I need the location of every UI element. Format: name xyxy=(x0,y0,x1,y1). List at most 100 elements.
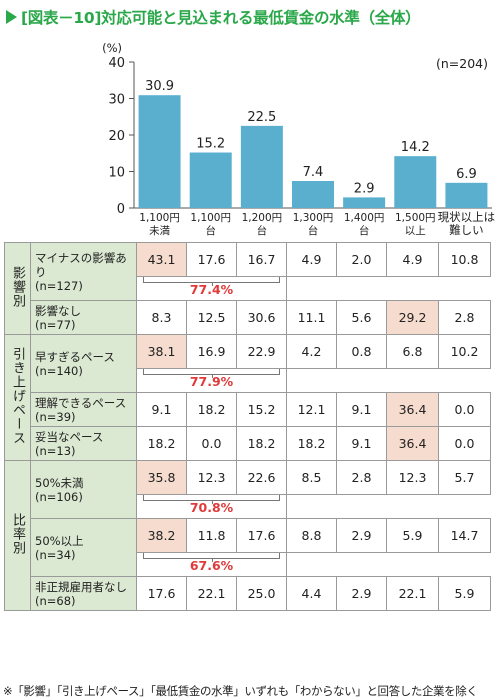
bar-value-label: 22.5 xyxy=(247,110,276,125)
x-tick-label: 台 xyxy=(308,224,319,237)
row-label-n: (n=34) xyxy=(35,547,76,562)
table-cell: 38.1 xyxy=(136,334,187,369)
cumulative-percent: 67.6% xyxy=(189,558,234,573)
row-label-name: 非正規雇用者なし xyxy=(35,579,127,594)
cumulative-row: 77.9% xyxy=(5,368,491,393)
row-label: 影響なし (n=77) xyxy=(30,300,137,335)
y-tick-label: 10 xyxy=(108,166,125,181)
x-tick-label: 1,200円 xyxy=(242,212,283,224)
table-cell: 5.9 xyxy=(438,576,491,611)
table-row: 非正規雇用者なし (n=68) 17.6 22.1 25.0 4.4 2.9 22.1 5.9 xyxy=(5,576,491,611)
row-label: 50%未満 (n=106) xyxy=(30,460,137,519)
y-tick-label: 0 xyxy=(117,202,125,217)
group-label: 比率別 xyxy=(4,460,31,611)
table-cell: 12.5 xyxy=(186,300,237,335)
table-cell: 8.5 xyxy=(286,460,337,495)
row-label-n: (n=140) xyxy=(35,363,83,378)
row-label-name: 早すぎるペース xyxy=(35,349,115,364)
empty-cell xyxy=(286,552,491,577)
row-label: マイナスの影響あり (n=127) xyxy=(30,242,137,301)
table-cell: 0.0 xyxy=(438,392,491,427)
x-tick-label: 1,300円 xyxy=(293,212,334,224)
row-label: 50%以上 (n=34) xyxy=(30,518,137,577)
table-cell: 35.8 xyxy=(136,460,187,495)
bar-value-label: 14.2 xyxy=(401,140,430,155)
bar-value-label: 6.9 xyxy=(456,167,477,182)
table-cell: 12.3 xyxy=(386,460,439,495)
cumulative-row: 67.6% xyxy=(5,552,491,577)
table-cell: 5.6 xyxy=(336,300,387,335)
row-label: 理解できるペース (n=39) xyxy=(30,392,137,427)
table-row: 引き上げペース 早すぎるペース (n=140) 38.1 16.9 22.9 4.2 0.8 6… xyxy=(4,334,491,461)
table-cell: 18.2 xyxy=(286,426,337,461)
empty-cell xyxy=(286,368,491,393)
table-row: 影響別 マイナスの影響あり (n=127) 43.1 17.6 16.7 4.9 2.0 4.9… xyxy=(4,242,491,335)
cumulative-bracket xyxy=(143,277,280,286)
row-label-name: 50%以上 xyxy=(35,533,84,548)
bar xyxy=(343,197,386,208)
table-row: 妥当なペース (n=13) 18.2 0.0 18.2 18.2 9.1 36.4 0.0 xyxy=(5,426,491,461)
empty-cell xyxy=(286,276,491,301)
bar xyxy=(292,180,334,208)
row-label-n: (n=106) xyxy=(35,489,83,504)
x-tick-label: 1,100円 xyxy=(190,212,231,224)
table-cell: 36.4 xyxy=(386,426,439,461)
table-cell: 18.2 xyxy=(186,392,237,427)
table-cell: 6.8 xyxy=(386,334,439,369)
table-cell: 22.1 xyxy=(186,576,237,611)
table-cell: 5.9 xyxy=(386,518,439,553)
group-label-text: 引き上げペース xyxy=(10,346,25,445)
x-tick-label: 以上 xyxy=(405,225,426,237)
cumulative-bracket xyxy=(143,369,280,378)
row-label: 早すぎるペース (n=140) xyxy=(30,334,137,393)
table-cell: 30.6 xyxy=(236,300,287,335)
x-tick-label: 1,100円 xyxy=(139,212,180,224)
chart-title-bar: [図表－10]対応可能と見込まれる最低賃金の水準（全体） xyxy=(6,6,421,28)
sample-size-label: (n=204) xyxy=(436,56,488,71)
table-cell: 9.1 xyxy=(136,392,187,427)
cumulative-bracket-cell: 70.8% xyxy=(136,494,287,519)
cumulative-row: 70.8% xyxy=(5,494,491,519)
group-label-text: 影響別 xyxy=(10,265,25,308)
x-tick-label: 1,400円 xyxy=(344,212,385,224)
cumulative-bracket xyxy=(143,495,280,504)
title-triangle-icon xyxy=(6,10,17,24)
cumulative-bracket-cell: 77.9% xyxy=(136,368,287,393)
row-label-n: (n=39) xyxy=(35,409,76,424)
cumulative-bracket-cell: 67.6% xyxy=(136,552,287,577)
y-axis-unit: (%) xyxy=(102,41,122,55)
table-cell: 5.7 xyxy=(438,460,491,495)
x-tick-label: 1,500円 xyxy=(395,212,436,224)
y-tick-label: 40 xyxy=(108,56,125,71)
table-cell: 8.3 xyxy=(136,300,187,335)
table-cell: 22.1 xyxy=(386,576,439,611)
bar xyxy=(445,182,488,208)
table-cell: 2.8 xyxy=(336,460,387,495)
table-cell: 10.2 xyxy=(438,334,491,369)
x-tick-label: 現状以上は xyxy=(438,210,496,224)
row-label-name: 50%未満 xyxy=(35,475,84,490)
table-cell: 17.6 xyxy=(136,576,187,611)
table-cell: 2.8 xyxy=(438,300,491,335)
row-label: 非正規雇用者なし (n=68) xyxy=(30,576,137,611)
x-tick-label: 難しい xyxy=(449,223,484,237)
bar-value-label: 2.9 xyxy=(354,181,375,196)
table-cell: 38.2 xyxy=(136,518,187,553)
table-cell: 2.0 xyxy=(336,242,387,277)
table-cell: 10.8 xyxy=(438,242,491,277)
table-cell: 22.9 xyxy=(236,334,287,369)
group-label: 引き上げペース xyxy=(4,334,31,461)
table-cell: 9.1 xyxy=(336,426,387,461)
table-row: 比率別 50%未満 (n=106) 35.8 12.3 22.6 8.5 2.8 12.3 5.7 xyxy=(4,460,491,611)
row-label: 妥当なペース (n=13) xyxy=(30,426,137,461)
bar xyxy=(240,125,283,208)
cumulative-bracket xyxy=(143,553,280,562)
table-cell: 16.9 xyxy=(186,334,237,369)
table-cell: 9.1 xyxy=(336,392,387,427)
table-cell: 4.9 xyxy=(386,242,439,277)
table-cell: 0.8 xyxy=(336,334,387,369)
row-label-name: 理解できるペース xyxy=(35,395,127,410)
table-cell: 29.2 xyxy=(386,300,439,335)
cumulative-percent: 77.4% xyxy=(189,282,234,297)
table-cell: 22.6 xyxy=(236,460,287,495)
